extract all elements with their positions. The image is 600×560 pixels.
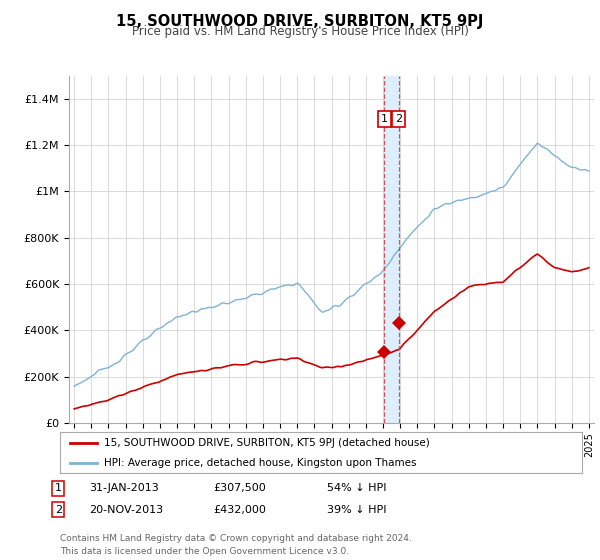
Text: £307,500: £307,500 xyxy=(213,483,266,493)
Text: Price paid vs. HM Land Registry's House Price Index (HPI): Price paid vs. HM Land Registry's House … xyxy=(131,25,469,38)
Text: 54% ↓ HPI: 54% ↓ HPI xyxy=(327,483,386,493)
Text: 39% ↓ HPI: 39% ↓ HPI xyxy=(327,505,386,515)
Text: £432,000: £432,000 xyxy=(213,505,266,515)
Text: 2: 2 xyxy=(55,505,62,515)
Text: HPI: Average price, detached house, Kingston upon Thames: HPI: Average price, detached house, King… xyxy=(104,458,417,468)
Text: 20-NOV-2013: 20-NOV-2013 xyxy=(89,505,163,515)
Text: 1: 1 xyxy=(55,483,62,493)
Text: Contains HM Land Registry data © Crown copyright and database right 2024.
This d: Contains HM Land Registry data © Crown c… xyxy=(60,534,412,556)
Text: 31-JAN-2013: 31-JAN-2013 xyxy=(89,483,158,493)
Bar xyxy=(385,76,399,423)
Text: 15, SOUTHWOOD DRIVE, SURBITON, KT5 9PJ (detached house): 15, SOUTHWOOD DRIVE, SURBITON, KT5 9PJ (… xyxy=(104,437,430,447)
Text: 15, SOUTHWOOD DRIVE, SURBITON, KT5 9PJ: 15, SOUTHWOOD DRIVE, SURBITON, KT5 9PJ xyxy=(116,14,484,29)
Text: 1: 1 xyxy=(381,114,388,124)
Text: 2: 2 xyxy=(395,114,402,124)
